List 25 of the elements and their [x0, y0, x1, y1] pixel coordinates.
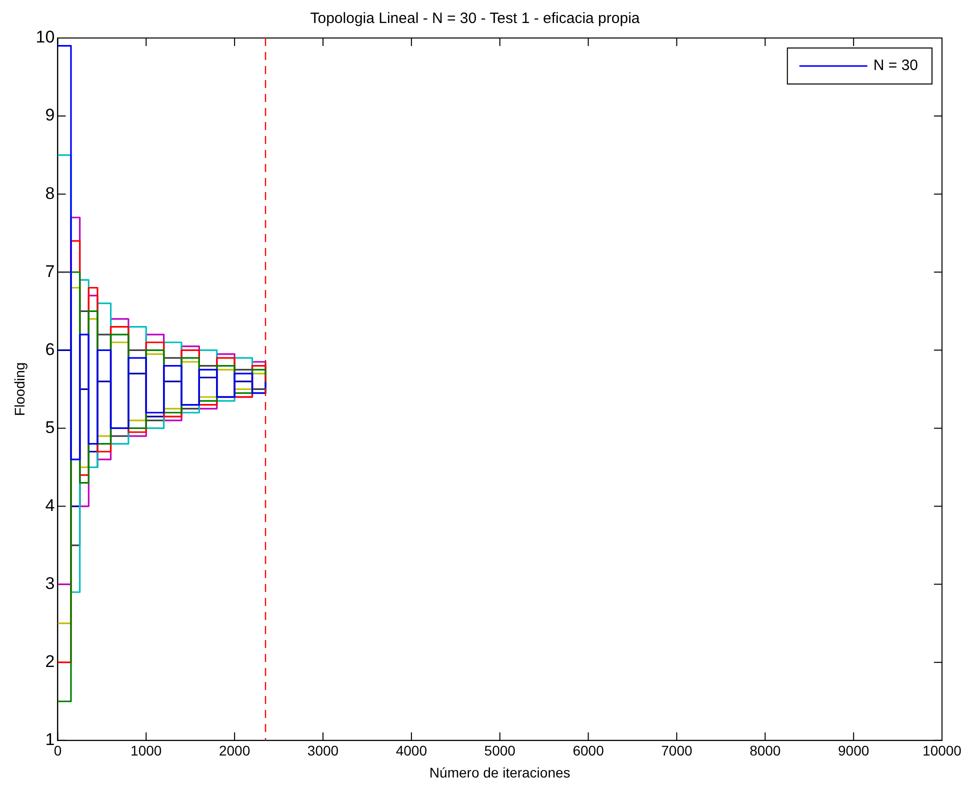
y-tick-label: 9: [45, 106, 55, 125]
legend-label: N = 30: [873, 57, 918, 74]
y-tick-label: 2: [45, 652, 55, 672]
x-tick-label: 0: [54, 742, 62, 759]
y-axis-title: Flooding: [11, 362, 28, 416]
x-tick-label: 7000: [661, 742, 692, 759]
y-tick-label: 7: [45, 262, 55, 281]
y-tick-label: 3: [45, 574, 55, 593]
y-tick-label: 5: [45, 418, 55, 437]
x-tick-label: 9000: [838, 742, 870, 759]
y-tick-label: 8: [45, 184, 55, 203]
y-tick-label: 1: [45, 730, 55, 750]
x-tick-label: 6000: [572, 742, 604, 759]
y-tick-label: 10: [36, 28, 55, 47]
x-axis-title: Número de iteraciones: [429, 764, 570, 780]
y-tick-label: 6: [45, 340, 55, 359]
x-tick-label: 3000: [307, 742, 339, 759]
x-tick-label: 5000: [484, 742, 516, 759]
x-tick-label: 4000: [396, 742, 428, 759]
x-tick-label: 2000: [218, 742, 250, 759]
x-tick-label: 8000: [750, 742, 781, 759]
x-tick-label: 1000: [130, 742, 162, 759]
chart-title: Topologia Lineal - N = 30 - Test 1 - eficacia propia: [310, 10, 640, 28]
y-tick-label: 4: [45, 496, 55, 515]
x-tick-label: 10000: [922, 742, 962, 759]
